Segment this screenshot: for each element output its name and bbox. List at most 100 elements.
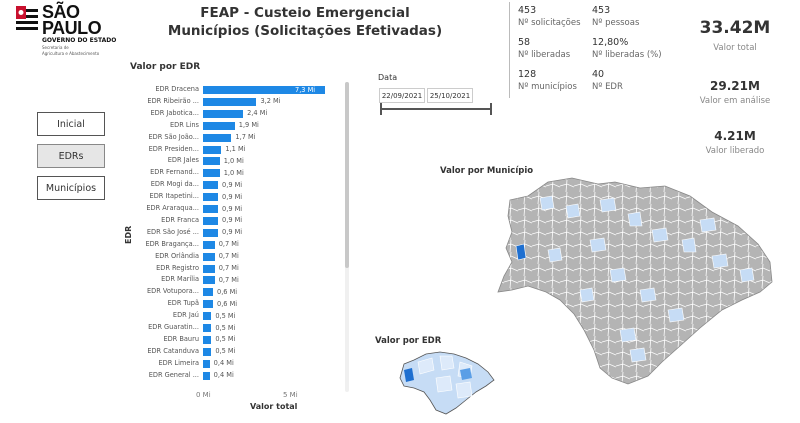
bar[interactable]	[203, 347, 212, 356]
bar-category-label: EDR Jaú	[172, 311, 199, 320]
bar[interactable]	[203, 205, 219, 213]
bar-value-label: 0,7 Mi	[218, 252, 239, 261]
bar-value-label: 1,7 Mi	[235, 133, 256, 142]
bar[interactable]	[203, 300, 214, 309]
bar-value-label: 0,7 Mi	[218, 240, 239, 249]
logo-line2: PAULO	[42, 18, 102, 38]
bar-category-label: EDR Bragança...	[145, 239, 199, 248]
bar-value-label: 1,0 Mi	[223, 156, 244, 165]
x-tick-0: 0 Mi	[196, 391, 211, 399]
bar[interactable]	[203, 276, 215, 285]
bar[interactable]	[203, 121, 235, 130]
slider-handle-start[interactable]	[380, 103, 382, 115]
bar-chart-title: Valor por EDR	[130, 62, 201, 72]
bar-category-label: EDR São José ...	[146, 227, 199, 236]
bar[interactable]	[203, 371, 210, 380]
scrollbar-thumb[interactable]	[345, 82, 349, 268]
solicitacoes-value: 453	[518, 5, 537, 16]
liberadas-label: Nº liberadas	[518, 50, 571, 60]
bar[interactable]	[203, 288, 214, 297]
pct-label: Nº liberadas (%)	[592, 50, 662, 60]
bar[interactable]	[203, 335, 212, 344]
date-start-input[interactable]: 22/09/2021	[379, 88, 425, 103]
logo-gov: GOVERNO DO ESTADO	[42, 37, 117, 44]
bar-value-label: 0,6 Mi	[217, 287, 238, 296]
slider-handle-end[interactable]	[490, 103, 492, 115]
edr-label: Nº EDR	[592, 82, 623, 92]
inicial-button[interactable]: Inicial	[37, 112, 105, 136]
bar[interactable]	[203, 109, 244, 118]
pessoas-value: 453	[592, 5, 611, 16]
bar-category-label: EDR General ...	[148, 370, 199, 379]
bar-category-label: EDR Ribeirão ...	[147, 96, 199, 105]
bar[interactable]	[203, 359, 210, 368]
bar-category-label: EDR Orlândia	[155, 251, 199, 260]
bar[interactable]	[203, 240, 215, 249]
date-end-input[interactable]: 25/10/2021	[427, 88, 473, 103]
date-label: Data	[378, 73, 398, 82]
liberadas-value: 58	[518, 37, 531, 48]
bar-category-label: EDR Limeira	[158, 358, 200, 367]
pct-value: 12,80%	[592, 37, 629, 48]
bar-category-label: EDR Votupora...	[147, 287, 199, 296]
bar-category-label: EDR Dracena	[155, 85, 199, 93]
bar-value-label: 0,5 Mi	[215, 323, 236, 332]
bar[interactable]	[203, 324, 212, 332]
bar-value-label: 1,0 Mi	[223, 168, 244, 177]
valor-total-value: 33.42M	[699, 18, 771, 38]
bar-value-label: 1,9 Mi	[238, 121, 259, 130]
municipios-label: Nº municípios	[518, 82, 577, 92]
title-line1: FEAP - Custeio Emergencial	[200, 5, 410, 21]
bar[interactable]	[203, 97, 257, 106]
x-axis-label: Valor total	[250, 402, 298, 411]
logo-sec2: Agricultura e Abastecimento	[42, 51, 100, 56]
bar[interactable]	[203, 133, 232, 142]
bar-category-label: EDR Registro	[156, 263, 199, 272]
bar[interactable]	[203, 264, 215, 273]
bar-category-label: EDR Marília	[161, 275, 199, 284]
bar-value-label: 0,5 Mi	[215, 311, 236, 320]
date-slider[interactable]	[381, 108, 491, 110]
map-edr-title: Valor por EDR	[375, 336, 442, 346]
bar[interactable]	[203, 181, 219, 190]
title-line2: Municípios (Solicitações Efetivadas)	[167, 23, 443, 39]
bar-value-label: 0,9 Mi	[222, 216, 243, 225]
bar[interactable]	[203, 157, 220, 166]
bar-category-label: EDR São João...	[148, 132, 199, 141]
bar[interactable]	[203, 312, 212, 321]
bar[interactable]	[203, 193, 219, 202]
bar-category-label: EDR Tupã	[167, 299, 199, 308]
bar-category-label: EDR Itapetini...	[149, 192, 199, 201]
bar[interactable]	[203, 228, 219, 237]
bar-value-label: 2,4 Mi	[247, 109, 268, 118]
municipios-value: 128	[518, 69, 537, 80]
bar-category-label: EDR Fernand...	[150, 168, 199, 177]
bar-category-label: EDR Jabotica...	[150, 108, 200, 117]
bar-value-label: 0,5 Mi	[215, 347, 236, 356]
bar[interactable]	[203, 252, 215, 261]
bar-category-label: EDR Lins	[169, 120, 199, 129]
bar-value-label: 0,6 Mi	[217, 299, 238, 308]
valor-analise-value: 29.21M	[710, 79, 760, 93]
solicitacoes-label: Nº solicitações	[518, 18, 581, 28]
logo-line1: SÃO	[42, 2, 80, 22]
edrs-button[interactable]: EDRs	[37, 144, 105, 168]
flag-icon	[16, 6, 38, 36]
bar-category-label: EDR Mogi da...	[150, 180, 199, 189]
page-title: FEAP - Custeio Emergencial Municípios (S…	[150, 4, 460, 40]
bar-category-label: EDR Jales	[167, 156, 199, 165]
municipios-button[interactable]: Municípios	[37, 176, 105, 200]
bar[interactable]	[203, 145, 222, 154]
bar[interactable]	[203, 86, 325, 94]
logo-sec1: Secretaria de	[42, 45, 69, 50]
stats-divider	[509, 2, 510, 98]
edr-value: 40	[592, 69, 605, 80]
bar[interactable]	[203, 169, 220, 178]
bar[interactable]	[203, 216, 219, 225]
bar-value-label: 0,9 Mi	[222, 192, 243, 201]
bar-value-label: 0,9 Mi	[222, 228, 243, 237]
bar-value-label: 0,5 Mi	[215, 335, 236, 344]
